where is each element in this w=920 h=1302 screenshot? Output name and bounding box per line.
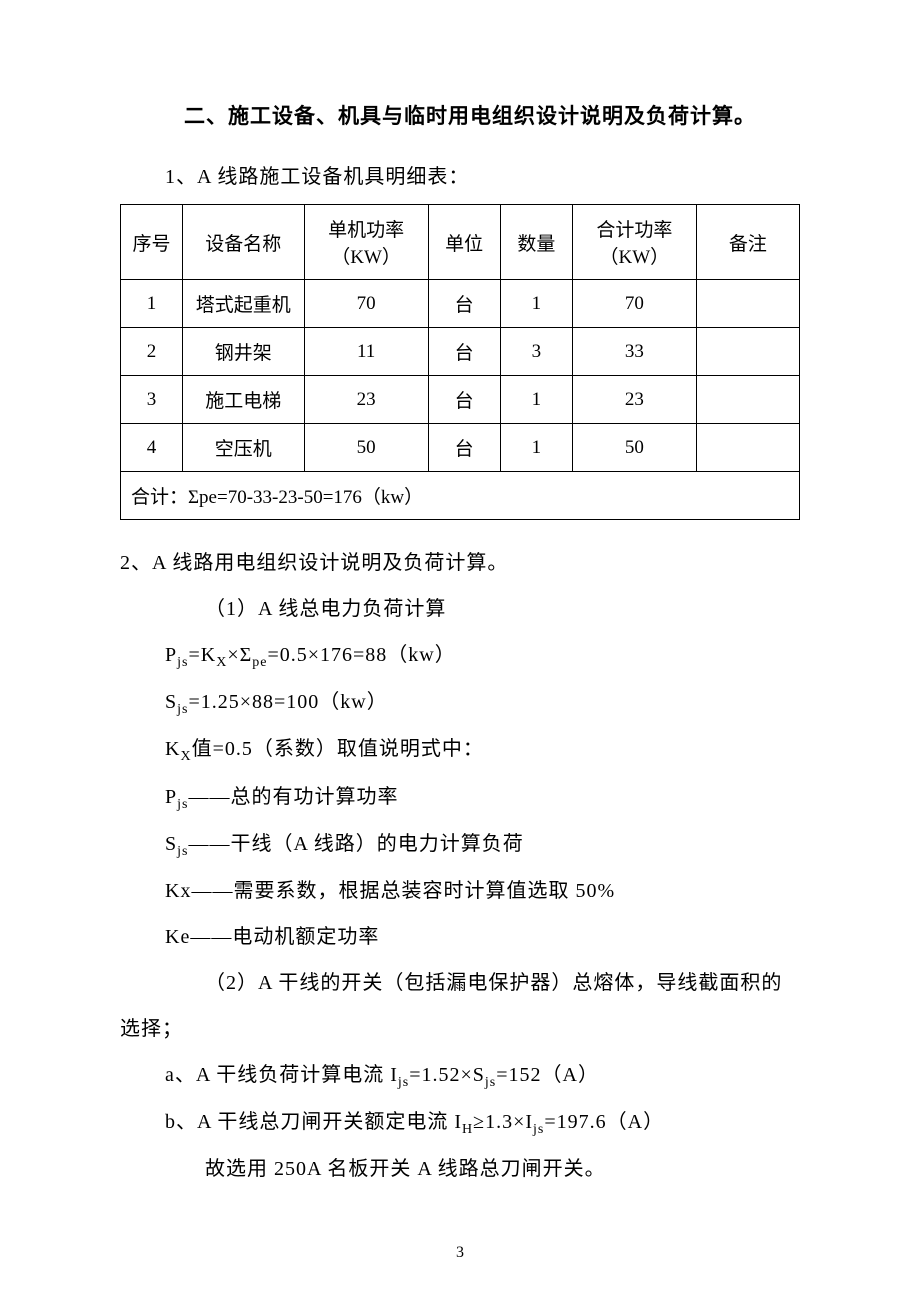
th-unitpower-l2: （KW） xyxy=(331,247,401,268)
calc-line: Pjs——总的有功计算功率 xyxy=(165,774,800,821)
cell: 钢井架 xyxy=(182,328,304,376)
subscript: H xyxy=(462,1122,473,1137)
cell xyxy=(696,328,799,376)
cell: 2 xyxy=(121,328,183,376)
sum-cell: 合计：Σpe=70-33-23-50=176（kw） xyxy=(121,472,800,520)
text: =1.25×88=100（kw） xyxy=(188,691,387,713)
cell: 4 xyxy=(121,424,183,472)
section-heading: 二、施工设备、机具与临时用电组织设计说明及负荷计算。 xyxy=(140,100,800,130)
th-unitpower: 单机功率 （KW） xyxy=(304,205,428,280)
cell: 33 xyxy=(572,328,696,376)
cell: 1 xyxy=(121,280,183,328)
text: b、A 干线总刀闸开关额定电流 I xyxy=(165,1111,462,1133)
table-header-row: 序号 设备名称 单机功率 （KW） 单位 数量 合计功率 （KW） 备注 xyxy=(121,205,800,280)
th-unit: 单位 xyxy=(428,205,500,280)
cell: 23 xyxy=(572,376,696,424)
page-number: 3 xyxy=(0,1244,920,1262)
subscript: js xyxy=(177,655,188,670)
cell: 3 xyxy=(500,328,572,376)
text: =197.6（A） xyxy=(544,1111,664,1133)
text: ≥1.3×I xyxy=(473,1111,533,1133)
calc-line: Ke——电动机额定功率 xyxy=(165,914,800,960)
th-unitpower-l1: 单机功率 xyxy=(328,220,404,241)
cell: 70 xyxy=(572,280,696,328)
table-sum-row: 合计：Σpe=70-33-23-50=176（kw） xyxy=(121,472,800,520)
subscript: js xyxy=(177,797,188,812)
calc-line: （2）A 干线的开关（包括漏电保护器）总熔体，导线截面积的 xyxy=(205,960,800,1006)
cell xyxy=(696,376,799,424)
text: K xyxy=(165,738,180,760)
calc-line: a、A 干线负荷计算电流 Ijs=1.52×Sjs=152（A） xyxy=(165,1052,800,1099)
calc-line: KX值=0.5（系数）取值说明式中： xyxy=(165,726,800,773)
subscript: js xyxy=(485,1075,496,1090)
cell: 台 xyxy=(428,424,500,472)
text: ——干线（A 线路）的电力计算负荷 xyxy=(188,833,523,855)
subheading-2: 2、A 线路用电组织设计说明及负荷计算。 xyxy=(120,540,800,586)
subheading-1: 1、A 线路施工设备机具明细表： xyxy=(165,160,800,189)
text: =152（A） xyxy=(496,1064,599,1086)
text: S xyxy=(165,833,177,855)
cell: 1 xyxy=(500,280,572,328)
cell: 空压机 xyxy=(182,424,304,472)
table-row: 2 钢井架 11 台 3 33 xyxy=(121,328,800,376)
calc-line: 故选用 250A 名板开关 A 线路总刀闸开关。 xyxy=(205,1146,800,1192)
calc-line: Pjs=KX×Σpe=0.5×176=88（kw） xyxy=(165,632,800,679)
calc-line: b、A 干线总刀闸开关额定电流 IH≥1.3×Ijs=197.6（A） xyxy=(165,1099,800,1146)
calc-line: Kx——需要系数，根据总装容时计算值选取 50% xyxy=(165,868,800,914)
subscript: js xyxy=(533,1122,544,1137)
text: ——总的有功计算功率 xyxy=(188,786,398,808)
cell: 施工电梯 xyxy=(182,376,304,424)
cell: 塔式起重机 xyxy=(182,280,304,328)
text: P xyxy=(165,786,177,808)
cell: 50 xyxy=(304,424,428,472)
text: =K xyxy=(188,644,216,666)
text: P xyxy=(165,644,177,666)
th-totalpower-l2: （KW） xyxy=(600,247,670,268)
text: =1.52×S xyxy=(409,1064,485,1086)
subscript: js xyxy=(177,844,188,859)
cell: 70 xyxy=(304,280,428,328)
cell: 11 xyxy=(304,328,428,376)
cell: 1 xyxy=(500,424,572,472)
text: a、A 干线负荷计算电流 I xyxy=(165,1064,398,1086)
subscript: js xyxy=(177,702,188,717)
cell: 50 xyxy=(572,424,696,472)
subscript: X xyxy=(216,655,227,670)
calc-line: Sjs——干线（A 线路）的电力计算负荷 xyxy=(165,821,800,868)
th-totalpower-l1: 合计功率 xyxy=(596,220,672,241)
cell: 台 xyxy=(428,328,500,376)
table-row: 1 塔式起重机 70 台 1 70 xyxy=(121,280,800,328)
subscript: pe xyxy=(252,655,267,670)
cell: 1 xyxy=(500,376,572,424)
calc-line: Sjs=1.25×88=100（kw） xyxy=(165,679,800,726)
table-row: 4 空压机 50 台 1 50 xyxy=(121,424,800,472)
text: =0.5×176=88（kw） xyxy=(267,644,455,666)
th-seq: 序号 xyxy=(121,205,183,280)
calc-line: （1）A 线总电力负荷计算 xyxy=(205,586,800,632)
cell xyxy=(696,280,799,328)
cell: 台 xyxy=(428,376,500,424)
text: 值=0.5（系数）取值说明式中： xyxy=(192,738,484,760)
th-name: 设备名称 xyxy=(182,205,304,280)
cell: 3 xyxy=(121,376,183,424)
cell xyxy=(696,424,799,472)
cell: 23 xyxy=(304,376,428,424)
th-qty: 数量 xyxy=(500,205,572,280)
calc-line: 选择； xyxy=(120,1006,800,1052)
equipment-table: 序号 设备名称 单机功率 （KW） 单位 数量 合计功率 （KW） 备注 1 塔… xyxy=(120,204,800,520)
text: S xyxy=(165,691,177,713)
th-totalpower: 合计功率 （KW） xyxy=(572,205,696,280)
text: ×Σ xyxy=(227,644,252,666)
cell: 台 xyxy=(428,280,500,328)
subscript: js xyxy=(398,1075,409,1090)
th-remark: 备注 xyxy=(696,205,799,280)
subscript: X xyxy=(180,749,191,764)
table-row: 3 施工电梯 23 台 1 23 xyxy=(121,376,800,424)
